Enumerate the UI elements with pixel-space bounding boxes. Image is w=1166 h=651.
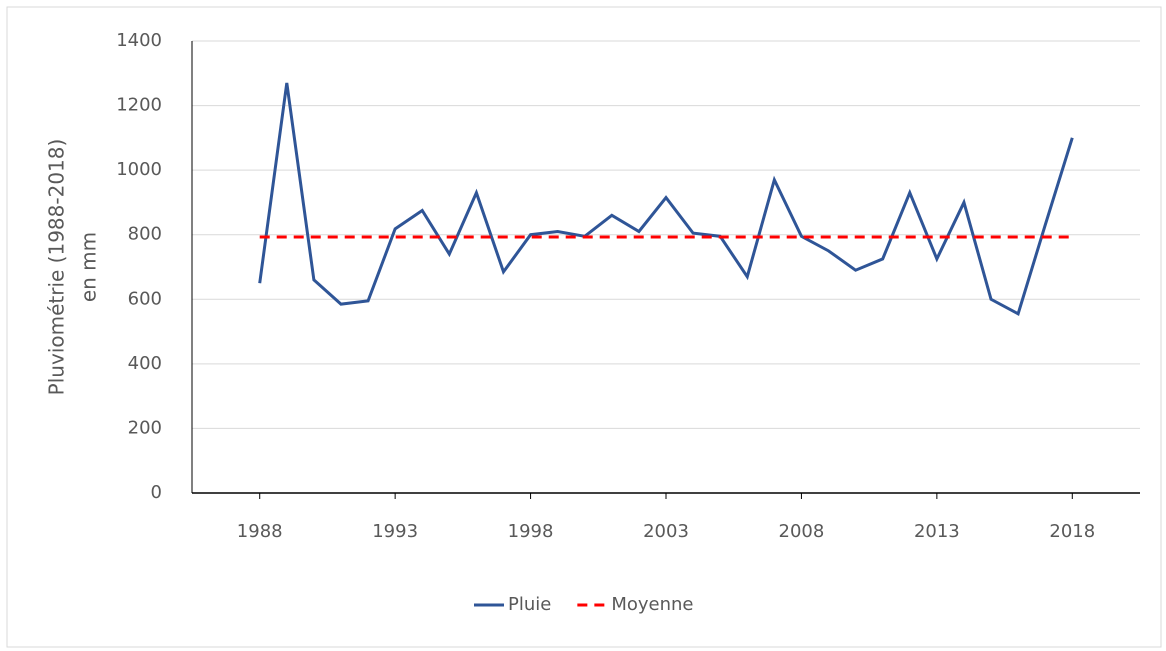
x-tick-label: 1988: [237, 521, 283, 542]
y-tick-label: 400: [128, 353, 162, 374]
x-tick-label: 2018: [1049, 521, 1095, 542]
y-axis-label: en mm: [77, 232, 101, 302]
x-tick-label: 1993: [372, 521, 418, 542]
x-tick-label: 2008: [779, 521, 825, 542]
y-axis-label: Pluviométrie (1988-2018): [45, 139, 69, 396]
y-tick-label: 1000: [116, 159, 162, 180]
y-tick-label: 1400: [116, 30, 162, 51]
x-tick-label: 1998: [508, 521, 554, 542]
x-tick-label: 2013: [914, 521, 960, 542]
y-tick-label: 600: [128, 288, 162, 309]
y-tick-label: 1200: [116, 95, 162, 116]
legend-label: Pluie: [508, 594, 551, 615]
legend-label: Moyenne: [611, 594, 693, 615]
y-tick-label: 200: [128, 417, 162, 438]
y-tick-label: 800: [128, 224, 162, 245]
chart-frame: [6, 6, 1162, 648]
data-line: [258, 82, 1074, 317]
x-tick-label: 2003: [643, 521, 689, 542]
y-tick-label: 0: [151, 482, 162, 503]
